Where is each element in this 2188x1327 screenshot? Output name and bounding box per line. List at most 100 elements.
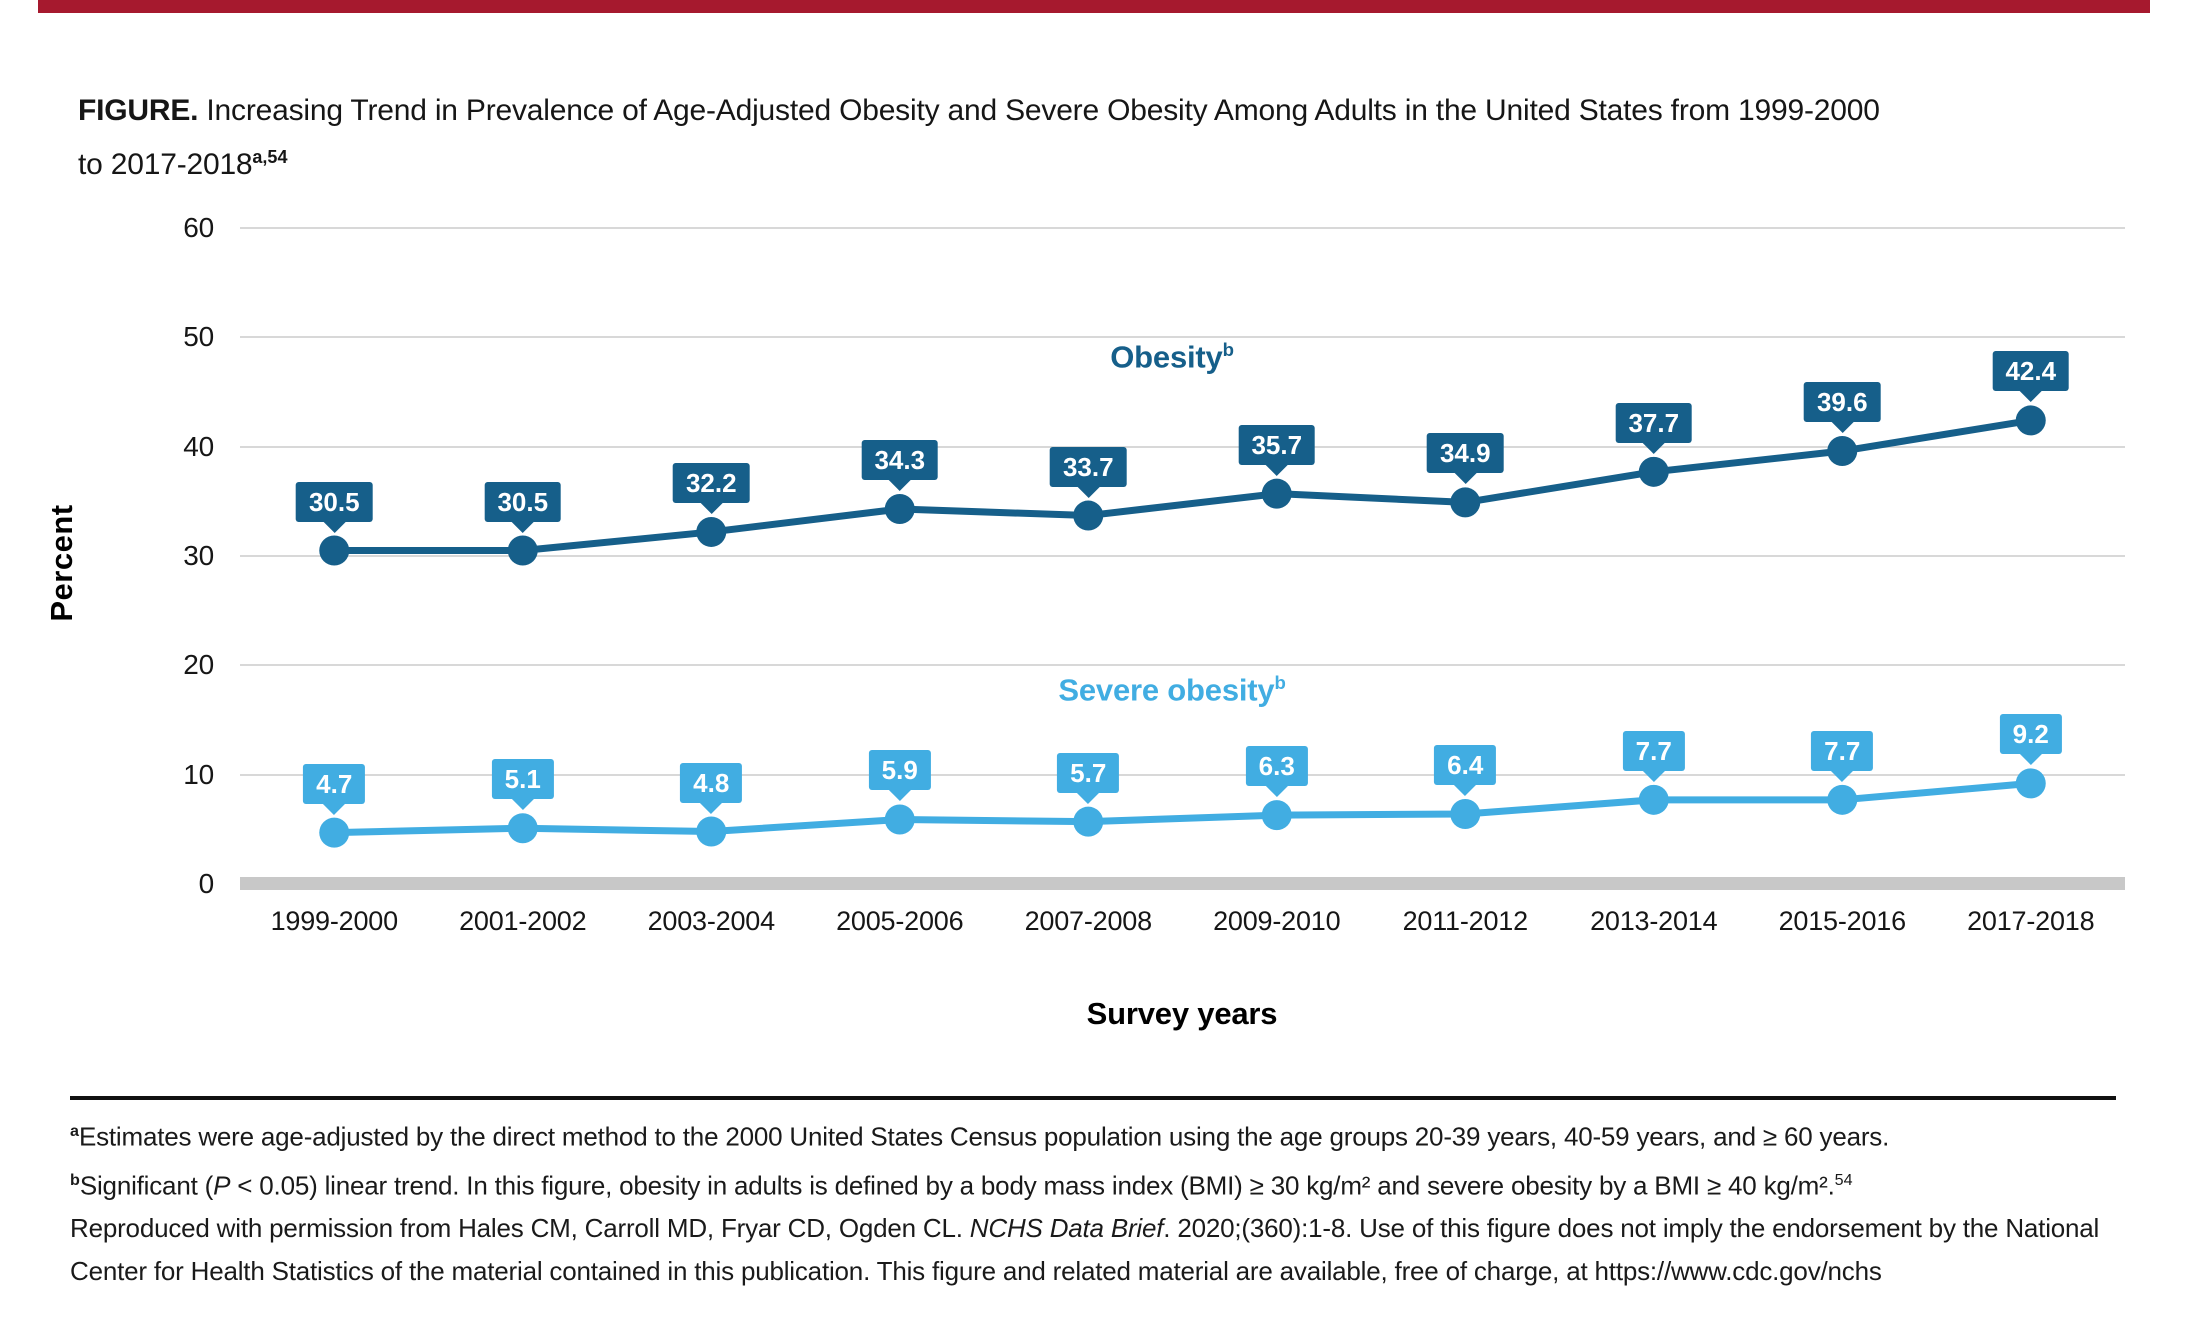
data-label-value: 33.7 (1049, 446, 1127, 487)
data-point-marker (884, 804, 915, 835)
data-label-value: 34.3 (861, 439, 939, 480)
callout-tail (700, 502, 723, 514)
x-tick-label: 2015-2016 (1778, 906, 1907, 936)
gridline-20 (240, 664, 2125, 667)
footnote-divider (70, 1096, 2116, 1100)
series-name: Severe obesity (1058, 672, 1275, 708)
callout-tail (1077, 486, 1100, 498)
data-label-callout: 30.5 (484, 481, 562, 533)
footnote-b-text-1: Significant ( (79, 1170, 214, 1201)
series-name: Obesity (1110, 339, 1223, 375)
data-label-value: 39.6 (1803, 382, 1881, 423)
footnote-reproduction-text-1: Reproduced with permission from Hales CM… (70, 1213, 970, 1244)
data-point-marker (1827, 784, 1858, 815)
data-point-marker (884, 493, 915, 524)
data-label-callout: 7.7 (1811, 730, 1874, 782)
data-label-callout: 34.9 (1426, 433, 1504, 485)
y-tick-label-40: 40 (183, 430, 214, 462)
data-point-marker (1827, 436, 1858, 467)
y-tick-label-0: 0 (198, 868, 215, 899)
data-label-value: 7.7 (1622, 730, 1685, 771)
data-point-marker (319, 535, 350, 566)
plot-area: 30.5 30.5 32.2 34.3 33.7 35.7 34.9 37.7 39.6 42.4… (240, 227, 2125, 890)
footnote-b-marker: b (70, 1170, 80, 1189)
data-point-marker (2015, 768, 2046, 799)
data-label-value: 9.2 (1999, 714, 2062, 755)
data-point-marker (2015, 405, 2046, 436)
data-point-marker (507, 813, 538, 844)
gridline-60 (240, 227, 2125, 229)
callout-tail (1265, 786, 1288, 798)
callout-tail (1265, 464, 1288, 476)
footnote-b-text-2: < 0.05) linear trend. In this figure, ob… (230, 1170, 1835, 1201)
footnotes-block: aEstimates were age-adjusted by the dire… (70, 1110, 2122, 1293)
figure-title-line1: Increasing Trend in Prevalence of Age-Ad… (206, 94, 1880, 127)
data-label-value: 5.1 (491, 759, 554, 800)
footnote-a-marker: a (70, 1122, 79, 1140)
callout-tail (700, 802, 723, 814)
data-label-callout: 5.1 (491, 759, 554, 811)
data-point-marker (1261, 478, 1292, 509)
data-label-callout: 37.7 (1615, 402, 1693, 454)
callout-tail (1831, 770, 1854, 782)
series-line-obesity (334, 416, 2032, 555)
data-label-value: 42.4 (1992, 351, 2070, 392)
data-label-callout: 39.6 (1803, 382, 1881, 434)
data-point-marker (1638, 456, 1669, 487)
data-label-value: 6.3 (1245, 746, 1308, 787)
y-tick-label-20: 20 (183, 649, 214, 681)
x-tick-label: 2011-2012 (1402, 906, 1529, 936)
x-tick-label: 2017-2018 (1967, 906, 2095, 936)
x-tick-label: 2003-2004 (647, 906, 776, 936)
footnote-b-citation: 54 (1834, 1170, 1853, 1189)
footnote-reproduction-text-2: . 2020;(360):1-8. Use of this figure doe… (70, 1213, 2100, 1287)
data-point-marker (1073, 806, 1104, 837)
callout-tail (1454, 473, 1477, 485)
data-point-marker (1073, 500, 1104, 531)
data-point-marker (696, 516, 727, 547)
x-axis-baseline (240, 877, 2125, 890)
gridline-40 (240, 445, 2125, 448)
data-label-value: 6.4 (1434, 745, 1497, 786)
footnote-a-text: Estimates were age-adjusted by the direc… (78, 1121, 1890, 1152)
data-label-callout: 9.2 (1999, 714, 2062, 766)
data-point-marker (1261, 800, 1292, 831)
data-label-callout: 33.7 (1049, 446, 1127, 498)
y-tick-label-10: 10 (183, 758, 214, 790)
footnote-a: aEstimates were age-adjusted by the dire… (70, 1110, 2122, 1159)
data-label-callout: 4.7 (303, 763, 366, 815)
data-label-value: 5.9 (868, 750, 931, 791)
footnote-b-italic: P (213, 1170, 231, 1201)
callout-tail (1454, 785, 1477, 797)
data-label-value: 4.7 (303, 763, 366, 804)
data-label-value: 4.8 (680, 762, 743, 803)
data-label-callout: 6.3 (1245, 746, 1308, 798)
x-tick-label: 2001-2002 (459, 906, 587, 936)
data-point-marker (1638, 784, 1669, 815)
series-inline-label-obesity: Obesityb (1110, 339, 1234, 375)
x-axis-title: Survey years (1086, 996, 1278, 1031)
data-label-value: 7.7 (1811, 730, 1874, 771)
callout-tail (2019, 391, 2042, 403)
figure-title-label: FIGURE. (78, 94, 199, 127)
data-label-callout: 34.3 (861, 439, 939, 491)
callout-tail (1642, 770, 1665, 782)
callout-tail (323, 521, 346, 533)
series-superscript: b (1274, 672, 1286, 693)
footnote-reproduction-italic: NCHS Data Brief (969, 1213, 1164, 1244)
data-label-callout: 30.5 (295, 481, 373, 533)
footnote-b: bSignificant (P < 0.05) linear trend. In… (70, 1159, 2122, 1208)
data-point-marker (319, 817, 350, 848)
data-label-value: 32.2 (672, 462, 750, 503)
data-label-value: 37.7 (1615, 402, 1693, 443)
callout-tail (2019, 754, 2042, 766)
x-tick-label: 2007-2008 (1024, 906, 1153, 936)
x-axis-ticks: 1999-2000 2001-2002 2003-2004 2005-2006 2007… (240, 906, 2125, 948)
x-tick-label: 1999-2000 (270, 906, 399, 936)
series-line-severe-obesity (334, 779, 2032, 837)
data-label-callout: 5.9 (868, 750, 931, 802)
x-tick-label: 2005-2006 (836, 906, 964, 936)
y-tick-label-60: 60 (183, 212, 214, 243)
chart-canvas (319, 405, 2046, 848)
